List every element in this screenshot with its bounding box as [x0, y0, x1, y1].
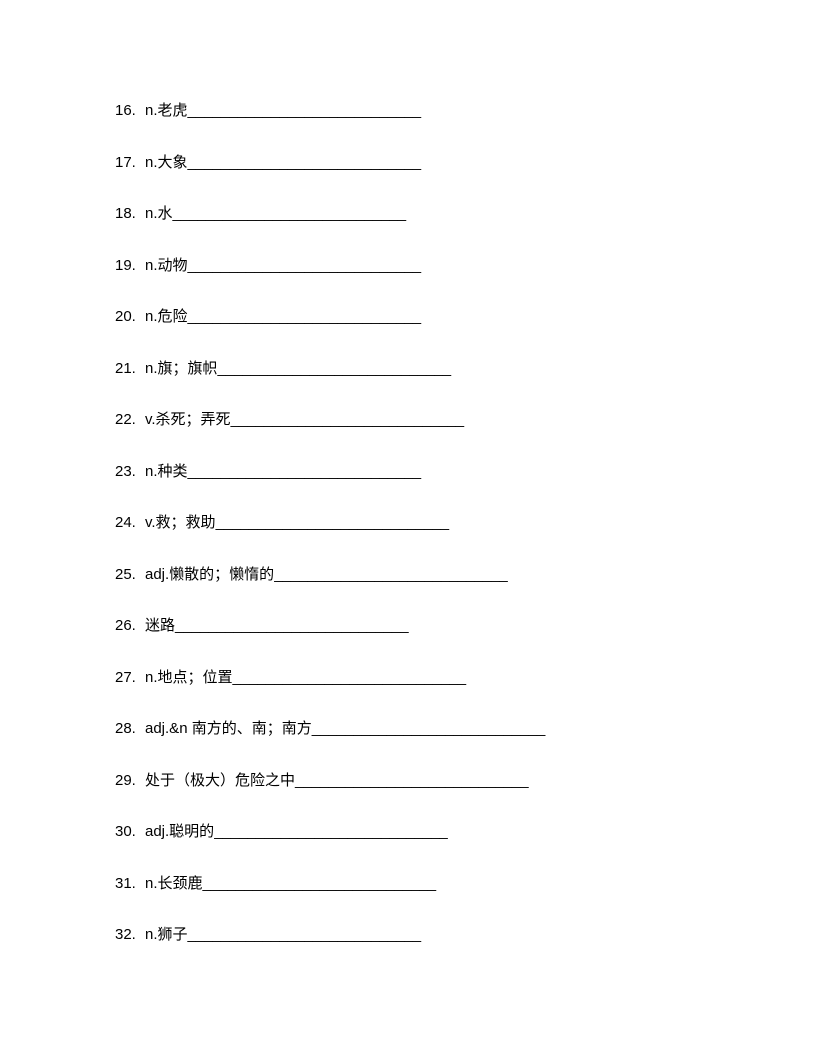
list-item: 18. n.水 ____________________________: [115, 203, 816, 226]
item-blank: ____________________________: [274, 564, 508, 587]
item-label: n.动物: [145, 255, 188, 278]
item-blank: ____________________________: [188, 152, 422, 175]
list-item: 28. adj.&n 南方的、南；南方 ____________________…: [115, 718, 816, 741]
item-number: 32.: [115, 924, 145, 947]
item-blank: ____________________________: [214, 821, 448, 844]
item-blank: ____________________________: [203, 873, 437, 896]
item-label: n.狮子: [145, 924, 188, 947]
item-number: 18.: [115, 203, 145, 226]
item-number: 27.: [115, 667, 145, 690]
item-label: adj.&n 南方的、南；南方: [145, 718, 312, 741]
item-number: 26.: [115, 615, 145, 638]
item-label: n.危险: [145, 306, 188, 329]
item-number: 17.: [115, 152, 145, 175]
list-item: 26. 迷路 ____________________________: [115, 615, 816, 638]
item-label: v.救；救助: [145, 512, 216, 535]
list-item: 27. n.地点；位置 ____________________________: [115, 667, 816, 690]
list-item: 23. n.种类 ____________________________: [115, 461, 816, 484]
item-label: n.种类: [145, 461, 188, 484]
vocabulary-list: 16. n.老虎 ____________________________ 17…: [115, 100, 816, 947]
item-number: 25.: [115, 564, 145, 587]
item-label: 处于（极大）危险之中: [145, 770, 295, 793]
item-blank: ____________________________: [233, 667, 467, 690]
list-item: 30. adj.聪明的 ____________________________: [115, 821, 816, 844]
item-label: n.大象: [145, 152, 188, 175]
item-blank: ____________________________: [218, 358, 452, 381]
item-number: 20.: [115, 306, 145, 329]
item-blank: ____________________________: [188, 924, 422, 947]
item-blank: ____________________________: [173, 203, 407, 226]
item-blank: ____________________________: [175, 615, 409, 638]
list-item: 22. v.杀死；弄死 ____________________________: [115, 409, 816, 432]
item-label: n.水: [145, 203, 173, 226]
item-blank: ____________________________: [188, 255, 422, 278]
item-number: 19.: [115, 255, 145, 278]
list-item: 17. n.大象 ____________________________: [115, 152, 816, 175]
item-blank: ____________________________: [312, 718, 546, 741]
item-blank: ____________________________: [295, 770, 529, 793]
item-label: n.旗；旗帜: [145, 358, 218, 381]
list-item: 29. 处于（极大）危险之中 _________________________…: [115, 770, 816, 793]
item-label: n.长颈鹿: [145, 873, 203, 896]
item-label: adj.懒散的；懒惰的: [145, 564, 274, 587]
item-label: n.老虎: [145, 100, 188, 123]
item-label: n.地点；位置: [145, 667, 233, 690]
list-item: 32. n.狮子 ____________________________: [115, 924, 816, 947]
item-label: v.杀死；弄死: [145, 409, 231, 432]
item-number: 16.: [115, 100, 145, 123]
list-item: 16. n.老虎 ____________________________: [115, 100, 816, 123]
item-blank: ____________________________: [188, 100, 422, 123]
list-item: 25. adj.懒散的；懒惰的 ________________________…: [115, 564, 816, 587]
item-number: 24.: [115, 512, 145, 535]
item-blank: ____________________________: [188, 306, 422, 329]
item-blank: ____________________________: [188, 461, 422, 484]
item-blank: ____________________________: [231, 409, 465, 432]
item-number: 29.: [115, 770, 145, 793]
item-number: 31.: [115, 873, 145, 896]
list-item: 31. n.长颈鹿 ____________________________: [115, 873, 816, 896]
item-blank: ____________________________: [216, 512, 450, 535]
item-number: 23.: [115, 461, 145, 484]
list-item: 19. n.动物 ____________________________: [115, 255, 816, 278]
item-number: 30.: [115, 821, 145, 844]
item-number: 21.: [115, 358, 145, 381]
item-label: adj.聪明的: [145, 821, 214, 844]
list-item: 24. v.救；救助 ____________________________: [115, 512, 816, 535]
item-number: 22.: [115, 409, 145, 432]
item-number: 28.: [115, 718, 145, 741]
list-item: 20. n.危险 ____________________________: [115, 306, 816, 329]
list-item: 21. n.旗；旗帜 ____________________________: [115, 358, 816, 381]
item-label: 迷路: [145, 615, 175, 638]
